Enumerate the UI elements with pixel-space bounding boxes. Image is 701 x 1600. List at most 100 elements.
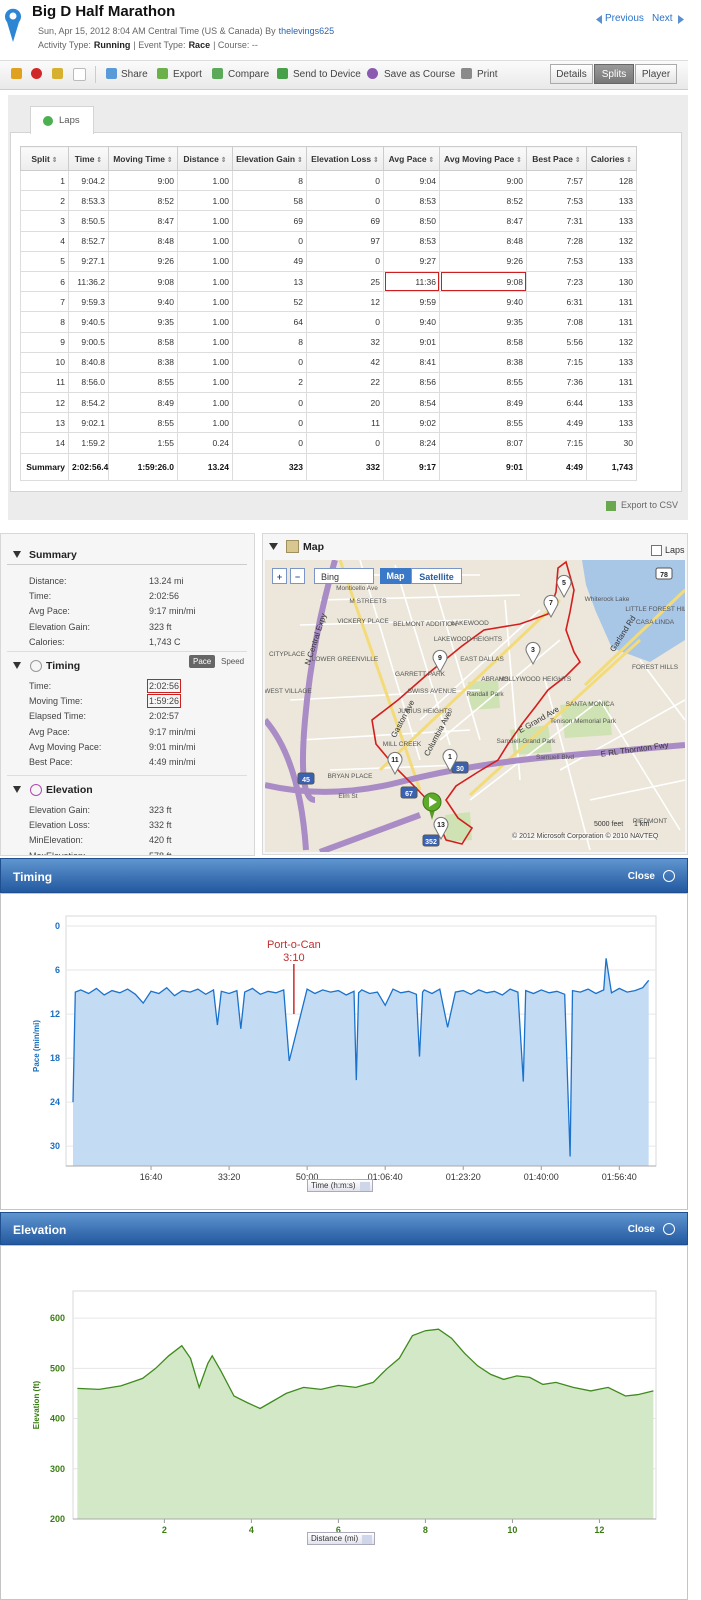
map-label: VICKERY PLACE xyxy=(337,618,389,625)
lap-marker[interactable] xyxy=(525,641,541,666)
collapse-arrow[interactable] xyxy=(13,786,21,793)
column-header[interactable]: Moving Time xyxy=(108,146,178,171)
collapse-arrow[interactable] xyxy=(13,551,21,558)
column-header[interactable]: Calories xyxy=(586,146,637,171)
player-tab[interactable]: Player xyxy=(635,64,677,84)
author-link[interactable]: thelevings625 xyxy=(278,26,335,36)
split-number: 9 xyxy=(20,331,69,353)
close-icon[interactable] xyxy=(663,870,675,882)
shape xyxy=(338,560,422,791)
print-icon[interactable] xyxy=(461,68,472,79)
delete-icon[interactable] xyxy=(31,68,42,79)
map-title: Map xyxy=(303,541,324,553)
lap-marker[interactable] xyxy=(432,649,448,674)
lap-cell: 12 xyxy=(306,291,384,313)
column-header[interactable]: Avg Pace xyxy=(383,146,440,171)
shape xyxy=(419,609,685,801)
lap-cell: 8:50.5 xyxy=(68,210,109,232)
previous-link[interactable]: Previous xyxy=(605,13,644,24)
send-to-device-button[interactable]: Send to Device xyxy=(293,69,361,80)
underline xyxy=(7,564,247,565)
lap-cell: 2 xyxy=(232,371,307,394)
column-header[interactable]: Avg Moving Pace xyxy=(439,146,527,171)
map-label: JUNIUS HEIGHTS xyxy=(398,708,453,715)
lap-marker[interactable] xyxy=(442,748,458,773)
share-icon[interactable] xyxy=(106,68,117,79)
lap-cell: 8:47 xyxy=(439,210,527,232)
summary-cell: 332 xyxy=(306,452,384,481)
satellite-mode[interactable]: Satellite xyxy=(411,568,462,584)
lap-marker-label: 11 xyxy=(391,757,399,764)
close-button[interactable]: Close xyxy=(627,1224,655,1235)
lap-cell: 8 xyxy=(232,331,307,353)
speed-toggle[interactable]: Speed xyxy=(221,657,245,666)
laps-icon xyxy=(43,116,53,126)
timing-chart: 0 6 12 18 24 30 16:40 33:20 50:00 01:06:40 01:23:2… xyxy=(32,915,657,1182)
lap-marker[interactable] xyxy=(556,574,572,599)
send-icon[interactable] xyxy=(277,68,288,79)
laps-tab[interactable]: Laps xyxy=(30,106,94,134)
column-header[interactable]: Distance xyxy=(177,146,233,171)
zoom-in[interactable]: + xyxy=(272,568,287,584)
export-button[interactable]: Export xyxy=(173,69,202,80)
next-link[interactable]: Next xyxy=(652,13,673,24)
splits-tab[interactable]: Splits xyxy=(594,64,634,84)
lap-cell: 7:28 xyxy=(526,230,587,252)
course-icon[interactable] xyxy=(367,68,378,79)
lap-cell: 7:57 xyxy=(526,169,587,192)
stat-label: Elevation Gain: xyxy=(29,621,91,632)
compare-button[interactable]: Compare xyxy=(228,69,270,80)
favorite-icon[interactable] xyxy=(73,68,86,81)
lap-marker[interactable] xyxy=(543,594,559,619)
lap-cell: 9:01 xyxy=(383,331,440,353)
close-icon[interactable] xyxy=(663,1223,675,1235)
laps-checkbox[interactable] xyxy=(651,545,662,556)
provider-select[interactable]: Bing xyxy=(314,568,374,584)
split-number: 8 xyxy=(20,311,69,333)
pace-toggle[interactable]: Pace xyxy=(189,655,216,668)
activity-title: Big D Half Marathon xyxy=(32,3,176,20)
x-axis-select[interactable]: Time (h:m:s) xyxy=(307,1179,373,1192)
lap-marker[interactable] xyxy=(387,751,403,776)
lap-cell: 69 xyxy=(232,210,307,232)
shape xyxy=(678,15,684,24)
collapse-arrow[interactable] xyxy=(269,543,278,550)
edit-icon[interactable] xyxy=(11,68,22,79)
map-label: BELMONT ADDITION xyxy=(393,621,457,628)
map-mode[interactable]: Map xyxy=(380,568,411,584)
zoom-out[interactable]: − xyxy=(290,568,305,584)
export-csv-link[interactable]: Export to CSV xyxy=(621,500,679,510)
lap-marker[interactable] xyxy=(433,816,449,841)
column-header[interactable]: Elevation Gain xyxy=(232,146,307,171)
lap-cell: 9:59.3 xyxy=(68,291,109,313)
column-header[interactable]: Best Pace xyxy=(526,146,587,171)
x-axis-select[interactable]: Distance (mi) xyxy=(307,1532,376,1545)
x-tick-label: 33:20 xyxy=(218,1172,241,1182)
collapse-arrow[interactable] xyxy=(13,662,21,669)
map-label: M STREETS xyxy=(349,598,387,605)
map[interactable]: M STREETS VICKERY PLACE LOWER GREENVILLE BE… xyxy=(265,560,685,852)
lock-icon[interactable] xyxy=(52,68,63,79)
lap-cell: 9:00.5 xyxy=(68,331,109,353)
details-tab[interactable]: Details xyxy=(550,64,593,84)
column-header[interactable]: Time xyxy=(68,146,109,171)
lap-cell: 8:58 xyxy=(108,331,178,353)
highway-shield xyxy=(422,834,440,847)
lap-cell: 133 xyxy=(586,351,637,373)
lap-row: 6 11:36.2 9:08 1.00 13 25 11:36 9:08 7:23 130 xyxy=(20,270,637,293)
lap-cell: 9:00 xyxy=(439,169,527,192)
save-as-course-button[interactable]: Save as Course xyxy=(384,69,456,80)
stat-label: Time: xyxy=(29,591,52,602)
split-number: 3 xyxy=(20,210,69,232)
column-header[interactable]: Split xyxy=(20,146,69,171)
close-button[interactable]: Close xyxy=(627,871,655,882)
lap-marker-label: 1 xyxy=(448,754,452,761)
export-icon[interactable] xyxy=(157,68,168,79)
stat-label: Avg Moving Pace: xyxy=(29,741,102,752)
column-header[interactable]: Elevation Loss xyxy=(306,146,384,171)
print-button[interactable]: Print xyxy=(477,69,498,80)
share-button[interactable]: Share xyxy=(121,69,148,80)
lap-cell: 7:23 xyxy=(526,270,587,293)
map-label: Tenison Memorial Park xyxy=(550,718,617,725)
compare-icon[interactable] xyxy=(212,68,223,79)
